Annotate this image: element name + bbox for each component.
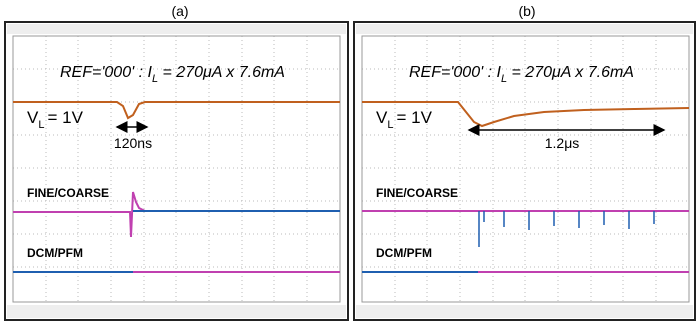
- scope-panel: REF='000' : IL = 270μA x 7.6mA VL= 1V 12…: [5, 22, 348, 320]
- signal-label: DCM/PFM: [27, 246, 83, 260]
- scope-panel: REF='000' : IL = 270μA x 7.6mA VL= 1V 1.…: [354, 22, 695, 320]
- signal-label: FINE/COARSE: [27, 186, 109, 200]
- signal-label: FINE/COARSE: [376, 186, 458, 200]
- panel-label: (a): [171, 3, 188, 19]
- signal-label: DCM/PFM: [376, 246, 432, 260]
- panel-label: (b): [518, 3, 535, 19]
- figure: (a) (b) REF='000' : IL = 270μA x 7.6mA V…: [0, 0, 697, 325]
- duration-label: 120ns: [114, 135, 152, 151]
- duration-label: 1.2μs: [545, 135, 580, 151]
